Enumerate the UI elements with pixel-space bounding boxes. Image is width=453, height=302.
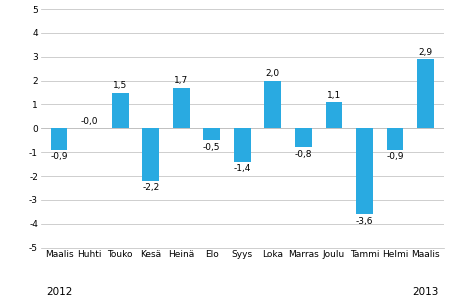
Text: -1,4: -1,4	[234, 164, 251, 173]
Text: -0,9: -0,9	[50, 152, 68, 161]
Bar	[234, 128, 251, 162]
Text: -3,6: -3,6	[356, 217, 373, 226]
Text: 1,1: 1,1	[327, 91, 341, 100]
Bar	[356, 128, 373, 214]
Text: -0,5: -0,5	[203, 143, 221, 152]
Text: 2,0: 2,0	[266, 69, 280, 78]
Bar	[265, 81, 281, 128]
Bar	[417, 59, 434, 128]
Bar	[173, 88, 190, 128]
Text: 1,7: 1,7	[174, 76, 188, 85]
Text: 2,9: 2,9	[419, 48, 433, 57]
Text: 2012: 2012	[46, 287, 72, 297]
Text: -0,8: -0,8	[295, 150, 312, 159]
Bar	[112, 93, 129, 128]
Text: 2013: 2013	[412, 287, 439, 297]
Bar	[51, 128, 67, 150]
Text: -0,0: -0,0	[81, 117, 98, 126]
Text: 1,5: 1,5	[113, 81, 127, 90]
Text: -2,2: -2,2	[142, 183, 159, 192]
Bar	[387, 128, 404, 150]
Text: -0,9: -0,9	[386, 152, 404, 161]
Bar	[142, 128, 159, 181]
Bar	[326, 102, 342, 128]
Bar	[295, 128, 312, 147]
Bar	[203, 128, 220, 140]
